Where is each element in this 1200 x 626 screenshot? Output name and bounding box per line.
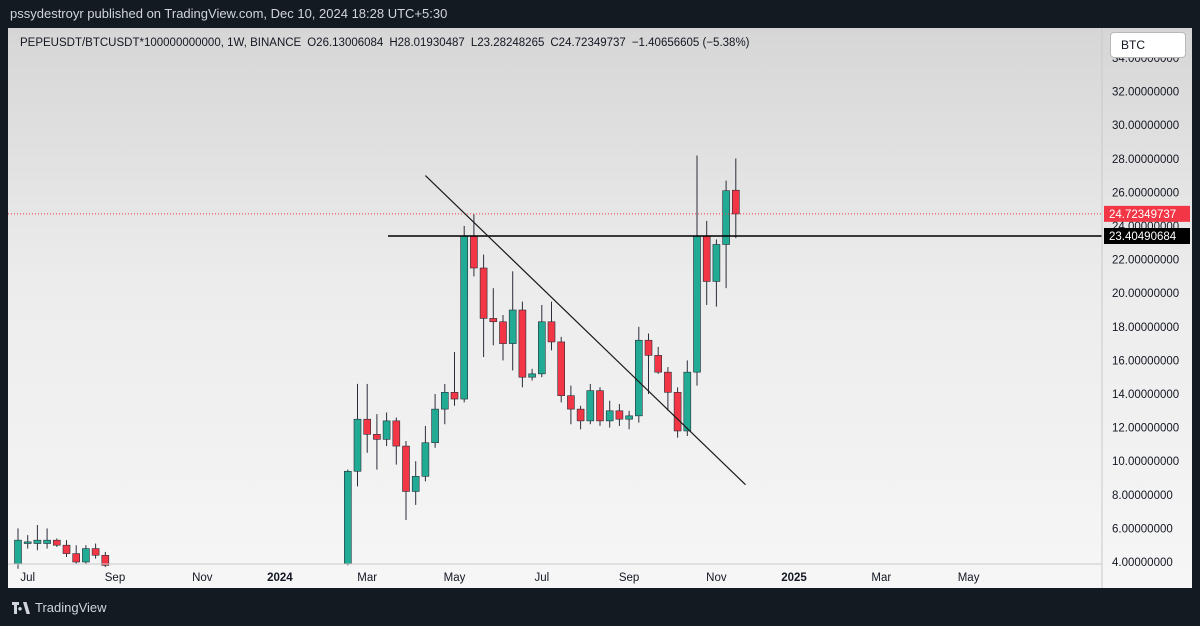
candle-up (586, 390, 595, 422)
current-price-label: 24.72349737 (1109, 209, 1176, 221)
footer-bar: TradingView (0, 590, 1200, 626)
y-tick-label: 32.00000000 (1112, 87, 1179, 99)
x-tick-label: Jul (20, 572, 35, 584)
candle-down (489, 318, 498, 323)
candle-down (518, 309, 527, 378)
x-tick-label: Mar (871, 572, 891, 584)
x-tick-label: May (444, 572, 466, 584)
candle-down (363, 418, 372, 435)
candle-up (683, 371, 692, 432)
x-tick-label: Sep (105, 572, 125, 584)
candle-down (702, 235, 711, 282)
candle-down (644, 339, 653, 356)
y-tick-label: 22.00000000 (1112, 255, 1179, 267)
candle-down (101, 554, 110, 566)
candle-down (373, 434, 381, 440)
candle-up (382, 420, 391, 440)
open-value: O26.13006084 (307, 37, 384, 49)
candle-up (421, 442, 430, 477)
candle-up (43, 539, 51, 544)
trendline (424, 175, 746, 486)
candle-up (33, 539, 42, 544)
x-tick-label: May (958, 572, 980, 584)
y-tick-label: 4.00000000 (1112, 557, 1173, 569)
brand-label: TradingView (35, 600, 107, 615)
candle-down (547, 321, 556, 343)
level-price-label: 23.40490684 (1109, 231, 1177, 243)
candle-down (654, 355, 663, 373)
y-tick-label: 10.00000000 (1112, 456, 1179, 468)
candle-up (712, 244, 721, 282)
y-tick-label: 28.00000000 (1112, 154, 1179, 166)
x-tick-label: 2024 (267, 572, 293, 584)
candle-down (615, 410, 624, 420)
candle-up (431, 408, 439, 444)
symbol-name[interactable]: PEPEUSDT/BTCUSDT*100000000000, 1W, BINAN… (20, 37, 302, 49)
candle-up (23, 541, 32, 544)
x-tick-label: 2025 (781, 572, 807, 584)
candle-down (62, 544, 71, 554)
candle-up (353, 418, 362, 472)
candle-down (673, 392, 682, 432)
candle-up (634, 339, 643, 417)
low-value: L23.28248265 (470, 37, 545, 49)
candle-down (576, 408, 585, 422)
ohlc-legend: PEPEUSDT/BTCUSDT*100000000000, 1W, BINAN… (20, 37, 756, 49)
candle-down (557, 341, 566, 396)
tradingview-icon (12, 601, 30, 614)
tradingview-logo[interactable]: TradingView (12, 600, 107, 615)
y-tick-label: 8.00000000 (1112, 490, 1173, 502)
candle-down (52, 539, 61, 546)
candle-up (528, 373, 536, 378)
publish-info: pssydestroyr published on TradingView.co… (0, 0, 1200, 28)
y-tick-label: 30.00000000 (1112, 120, 1179, 132)
x-tick-label: Sep (619, 572, 639, 584)
x-tick-label: Nov (706, 572, 727, 584)
x-tick-label: Nov (192, 572, 213, 584)
candle-up (14, 539, 22, 564)
y-tick-label: 6.00000000 (1112, 523, 1173, 535)
currency-button[interactable]: BTC (1110, 32, 1186, 58)
x-tick-label: Jul (534, 572, 549, 584)
candle-down (499, 321, 507, 344)
candle-down (450, 392, 459, 400)
chart-pane[interactable]: 4.00000000 6.00000000 8.00000000 10.0000000… (8, 28, 1192, 588)
candle-up (605, 410, 614, 422)
close-value: C24.72349737 (550, 37, 626, 49)
candle-up (440, 392, 449, 410)
high-value: H28.01930487 (389, 37, 465, 49)
change-value: −1.40656605 (−5.38%) (631, 37, 750, 49)
candle-down (664, 371, 672, 393)
candle-down (402, 445, 410, 492)
candlestick-chart[interactable]: 4.00000000 6.00000000 8.00000000 10.0000000… (8, 28, 1192, 588)
candle-up (460, 235, 469, 400)
y-tick-label: 14.00000000 (1112, 389, 1179, 401)
candle-down (72, 553, 80, 563)
y-tick-label: 20.00000000 (1112, 288, 1179, 300)
candle-up (82, 548, 90, 563)
candle-down (91, 548, 100, 556)
y-tick-label: 12.00000000 (1112, 423, 1179, 435)
y-tick-label: 26.00000000 (1112, 187, 1179, 199)
y-tick-label: 18.00000000 (1112, 322, 1179, 334)
candle-down (470, 235, 478, 269)
candle-down (479, 267, 488, 319)
candle-up (343, 470, 352, 564)
candle-down (392, 420, 401, 447)
candle-up (722, 190, 730, 245)
candle-up (693, 235, 701, 373)
x-tick-label: Mar (357, 572, 377, 584)
candle-up (537, 321, 546, 375)
level-price-badge (1104, 227, 1190, 244)
candle-down (567, 395, 575, 410)
candle-down (596, 390, 604, 422)
current-price-badge (1104, 205, 1190, 222)
y-tick-label: 16.00000000 (1112, 355, 1179, 367)
candle-up (625, 415, 633, 420)
candle-up (508, 309, 517, 344)
candle-up (411, 476, 420, 492)
candle-down (731, 189, 740, 215)
